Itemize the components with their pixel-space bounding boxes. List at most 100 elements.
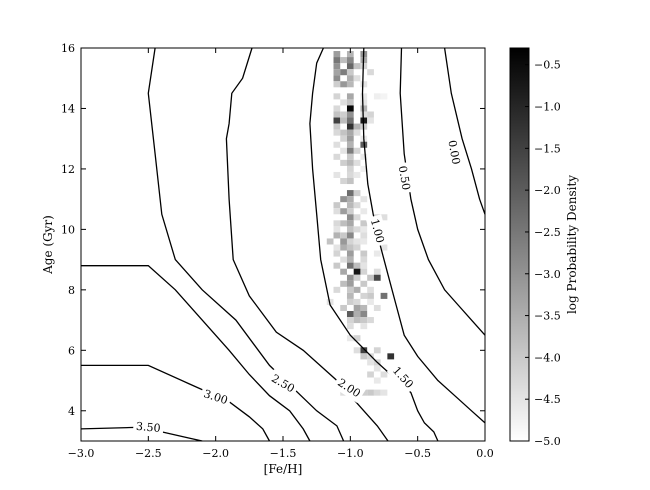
heatmap-cell [346, 123, 354, 130]
heatmap-cell [367, 371, 374, 378]
heatmap-cell [340, 238, 347, 245]
contour-label-gap [132, 418, 164, 437]
heatmap-cell [346, 57, 354, 64]
contour-label: 1.00 [368, 217, 387, 244]
contour-label-gap [443, 136, 465, 169]
heatmap-cell [340, 280, 347, 287]
x-axis-label: [Fe/H] [264, 462, 303, 476]
heatmap-cell [340, 81, 347, 88]
y-tick-label: 10 [61, 223, 75, 236]
heatmap-cell [333, 81, 341, 88]
heatmap-cell [353, 238, 361, 245]
heatmap-cell [353, 268, 361, 275]
heatmap-cells [326, 51, 395, 396]
heatmap-cell [346, 226, 354, 233]
heatmap-cell [346, 208, 354, 215]
heatmap-cell [346, 117, 354, 124]
contour-line [361, 47, 486, 424]
heatmap-cell [346, 141, 354, 148]
heatmap-cell [346, 238, 354, 245]
contour-label-gap [365, 214, 389, 248]
heatmap-cell [346, 244, 354, 251]
heatmap-cell [346, 298, 354, 305]
y-tick-label: 8 [68, 284, 75, 297]
heatmap-cell [346, 214, 354, 221]
colorbar-tick-label: −0.5 [534, 59, 561, 72]
heatmap-cell [333, 202, 341, 209]
heatmap-cell [360, 292, 368, 299]
colorbar-tick-label: −1.0 [534, 101, 561, 114]
x-tick-label: −2.0 [202, 447, 229, 460]
heatmap-cell [353, 311, 361, 318]
heatmap-cell [380, 93, 388, 100]
contour-lines [80, 47, 486, 442]
heatmap-cell [373, 250, 381, 257]
heatmap-cell [340, 129, 347, 136]
heatmap-cell [346, 190, 354, 197]
heatmap-cell [353, 298, 361, 305]
heatmap-cell [360, 220, 368, 227]
heatmap-cell [333, 250, 341, 257]
heatmap-cell [346, 153, 354, 160]
heatmap-cell [333, 93, 341, 100]
contour-line [81, 364, 271, 442]
contour-line [147, 47, 345, 442]
heatmap-cell [353, 226, 361, 233]
heatmap-cell [326, 298, 334, 305]
heatmap-cell [346, 274, 354, 281]
heatmap-cell [340, 208, 347, 215]
heatmap-cell [346, 171, 354, 178]
colorbar-tick-label: −5.0 [534, 435, 561, 448]
heatmap-cell [353, 147, 361, 154]
x-tick-label: −1.5 [270, 447, 297, 460]
contour-label-gap [198, 384, 233, 410]
heatmap-cell [367, 389, 374, 396]
heatmap-cell [333, 232, 341, 239]
heatmap-cell [346, 323, 354, 330]
heatmap-cell [333, 75, 341, 82]
x-tick-label: −0.5 [404, 447, 431, 460]
heatmap-cell [353, 274, 361, 281]
heatmap-cell [346, 202, 354, 209]
heatmap-cell [340, 177, 347, 185]
heatmap-cell [346, 69, 354, 76]
heatmap-cell [346, 317, 354, 324]
y-tick-label: 6 [68, 344, 75, 357]
heatmap-cell [367, 111, 374, 118]
heatmap-cell [346, 232, 354, 239]
heatmap-cell [360, 311, 368, 318]
heatmap-cell [346, 135, 354, 142]
colorbar-label: log Probability Density [565, 175, 579, 314]
heatmap-cell [346, 165, 354, 172]
colorbar-tick-label: −2.5 [534, 226, 561, 239]
heatmap-cell [353, 123, 361, 130]
heatmap-cell [346, 256, 354, 263]
heatmap-cell [346, 250, 354, 257]
contour-line [309, 47, 439, 442]
contour-line [81, 265, 311, 442]
heatmap-cell [346, 280, 354, 287]
x-tick-label: 0.0 [476, 447, 494, 460]
colorbar-tick-label: −4.0 [534, 351, 561, 364]
x-tick-label: −1.0 [337, 447, 364, 460]
heatmap-cell [360, 232, 368, 239]
heatmap-cell [373, 268, 381, 275]
heatmap-cell [353, 214, 361, 221]
heatmap-cell [346, 81, 354, 88]
heatmap-cell [360, 280, 368, 287]
heatmap-cell [360, 81, 368, 88]
plot-area: 0.000.501.001.502.002.503.003.50 [80, 47, 486, 442]
heatmap-cell [360, 105, 368, 112]
heatmap-cell [340, 304, 347, 312]
x-tick-label: −3.0 [68, 447, 95, 460]
heatmap-cell [360, 268, 368, 275]
heatmap-cell [346, 196, 354, 203]
heatmap-cell [353, 262, 361, 269]
heatmap-cell [340, 244, 347, 251]
heatmap-cell [353, 244, 361, 251]
contour-label-gap [332, 373, 366, 403]
heatmap-cell [340, 196, 347, 203]
heatmap-cell [360, 256, 368, 263]
colorbar-tick-label: −2.0 [534, 184, 561, 197]
heatmap-cell [346, 105, 354, 112]
